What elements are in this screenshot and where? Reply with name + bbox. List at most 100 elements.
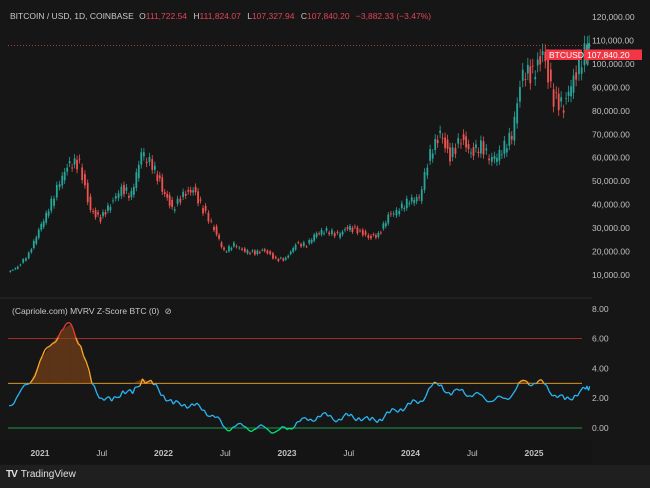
candle xyxy=(370,235,372,239)
zscore-segment xyxy=(93,385,98,394)
candle xyxy=(55,184,58,198)
candle xyxy=(192,190,195,193)
candle xyxy=(166,193,169,198)
zscore-segment xyxy=(27,382,31,385)
candle xyxy=(104,212,107,215)
time-axis-label: Jul xyxy=(220,448,231,458)
candle xyxy=(187,190,190,192)
zscore-segment xyxy=(157,389,162,396)
candle xyxy=(145,161,148,164)
candle xyxy=(135,172,138,188)
zscore-segment xyxy=(500,396,504,399)
zscore-segment xyxy=(178,402,183,407)
candle xyxy=(490,156,493,162)
zscore-segment xyxy=(307,418,311,422)
zscore-segment xyxy=(402,407,407,412)
zscore-segment xyxy=(68,321,72,325)
candle xyxy=(277,258,280,262)
zscore-segment xyxy=(144,381,149,384)
price-axis-label: 30,000.00 xyxy=(592,223,630,233)
zscore-segment xyxy=(561,394,566,400)
time-axis-label: 2025 xyxy=(525,448,544,458)
candle xyxy=(439,130,442,134)
candle xyxy=(123,184,125,195)
candle xyxy=(313,234,316,241)
zscore-segment xyxy=(80,345,85,357)
candle xyxy=(529,66,532,84)
zscore-segment xyxy=(296,420,300,423)
candle xyxy=(125,187,128,191)
candle xyxy=(331,230,333,235)
candle xyxy=(372,234,375,236)
price-axis-label: 60,000.00 xyxy=(592,153,630,163)
zscore-segment xyxy=(566,396,571,400)
candle xyxy=(339,233,342,238)
zscore-segment xyxy=(224,427,229,432)
zscore-segment xyxy=(531,382,535,387)
candle xyxy=(282,258,285,261)
zscore-segment xyxy=(366,415,371,421)
candle xyxy=(109,207,112,211)
zscore-segment xyxy=(217,416,221,421)
candle xyxy=(434,138,437,151)
candle xyxy=(284,257,287,260)
zscore-segment xyxy=(141,378,146,384)
candle xyxy=(505,148,508,153)
zscore-segment xyxy=(467,395,470,398)
candle xyxy=(94,210,97,218)
candle xyxy=(403,208,406,210)
candle xyxy=(63,171,66,181)
candle xyxy=(341,231,344,235)
candle xyxy=(99,217,102,222)
tradingview-brand[interactable]: TV TradingView xyxy=(6,469,76,480)
candle xyxy=(477,151,480,154)
zscore-segment xyxy=(117,396,121,399)
zscore-segment xyxy=(212,414,216,419)
candle xyxy=(418,197,421,198)
candle xyxy=(30,249,33,253)
candle xyxy=(377,232,380,237)
zscore-segment xyxy=(11,402,15,406)
zscore-segment xyxy=(75,337,79,345)
zscore-segment xyxy=(253,428,257,431)
zscore-segment xyxy=(459,388,463,392)
candle xyxy=(441,137,444,139)
time-axis-label: Jul xyxy=(467,448,478,458)
candle xyxy=(184,193,187,196)
eye-off-icon[interactable]: ⊘ xyxy=(164,306,172,316)
zscore-segment xyxy=(576,390,581,397)
zscore-segment xyxy=(265,427,270,431)
candle xyxy=(207,212,210,222)
price-axis-label: 80,000.00 xyxy=(592,106,630,116)
candle xyxy=(274,256,277,259)
candle xyxy=(429,149,432,161)
price-axis-label: 110,000.00 xyxy=(592,35,634,45)
candle xyxy=(479,140,482,154)
candle xyxy=(102,212,104,217)
candle xyxy=(544,51,547,62)
candle xyxy=(161,177,164,192)
candle xyxy=(9,270,12,272)
candle xyxy=(519,87,521,102)
zscore-segment xyxy=(484,398,489,403)
candle xyxy=(37,229,40,238)
candle xyxy=(11,269,14,271)
zscore-segment xyxy=(155,383,160,390)
zscore-segment xyxy=(286,427,290,431)
zscore-segment xyxy=(381,416,386,422)
zscore-segment xyxy=(417,400,421,405)
indicator-legend[interactable]: (Capriole.com) MVRV Z-Score BTC (0) ⊘ xyxy=(12,306,172,317)
candle xyxy=(202,208,204,214)
zscore-segment xyxy=(108,396,113,402)
symbol-title[interactable]: BITCOIN / USD, 1D, COINBASE xyxy=(10,11,134,21)
zscore-segment xyxy=(34,368,39,377)
chart-canvas[interactable]: 120,000.00 110,000.00 100,000.00 90,000.00 8… xyxy=(0,0,650,465)
candle xyxy=(241,248,243,250)
chart-panel[interactable] xyxy=(0,0,650,465)
zscore-segment xyxy=(512,389,517,395)
zscore-segment xyxy=(70,323,74,330)
zscore-segment xyxy=(206,414,211,418)
candle xyxy=(451,147,454,158)
candle xyxy=(289,251,292,255)
candle xyxy=(148,157,151,162)
